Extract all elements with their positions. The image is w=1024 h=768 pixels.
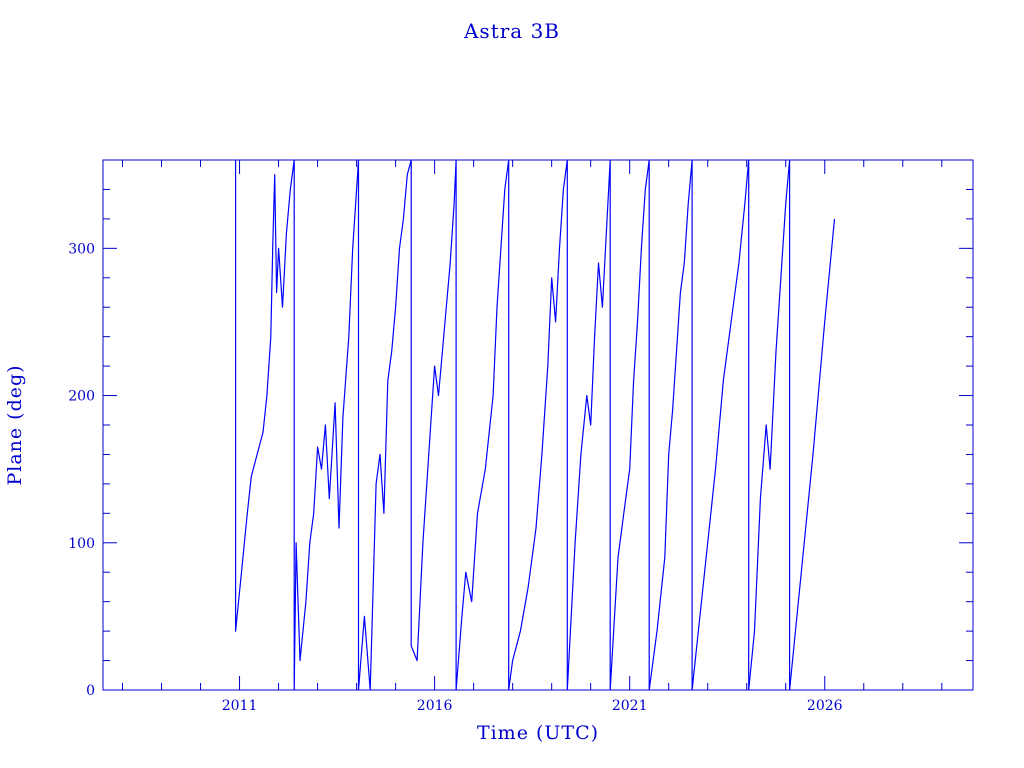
y-tick-label: 300: [68, 241, 95, 257]
chart-title: Astra 3B: [463, 19, 560, 43]
y-tick-label: 0: [86, 683, 95, 699]
axis-ticks: [103, 159, 973, 691]
x-tick-label: 2021: [612, 698, 648, 714]
y-tick-label: 100: [68, 536, 95, 552]
tick-labels: 0 100 200 300 2011 2016 2021 2026: [68, 241, 842, 714]
x-tick-label: 2011: [222, 698, 258, 714]
x-tick-label: 2026: [807, 698, 843, 714]
x-axis-label: Time (UTC): [477, 722, 599, 744]
series-layer: [235, 159, 836, 691]
x-tick-label: 2016: [417, 698, 453, 714]
plot-frame: [102, 159, 974, 691]
y-tick-label: 200: [68, 389, 95, 405]
series-line-0: [235, 159, 836, 691]
y-axis-label: Plane (deg): [4, 364, 26, 485]
